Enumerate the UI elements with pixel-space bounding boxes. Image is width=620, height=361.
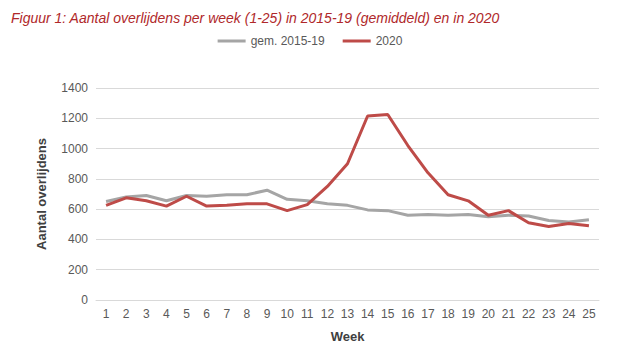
svg-text:1: 1 bbox=[103, 307, 110, 321]
svg-text:21: 21 bbox=[502, 307, 516, 321]
svg-text:600: 600 bbox=[68, 202, 88, 216]
svg-text:Figuur 1: Aantal overlijdens p: Figuur 1: Aantal overlijdens per week (1… bbox=[11, 10, 499, 26]
svg-text:gem. 2015-19: gem. 2015-19 bbox=[251, 34, 325, 48]
svg-text:14: 14 bbox=[361, 307, 375, 321]
svg-text:23: 23 bbox=[542, 307, 556, 321]
svg-text:400: 400 bbox=[68, 232, 88, 246]
svg-text:17: 17 bbox=[421, 307, 435, 321]
svg-text:Aantal overlijdens: Aantal overlijdens bbox=[34, 138, 49, 250]
svg-text:2: 2 bbox=[123, 307, 130, 321]
svg-text:3: 3 bbox=[143, 307, 150, 321]
svg-text:11: 11 bbox=[301, 307, 314, 321]
svg-text:Week: Week bbox=[331, 329, 365, 344]
svg-text:13: 13 bbox=[341, 307, 355, 321]
svg-text:24: 24 bbox=[562, 307, 576, 321]
svg-text:1400: 1400 bbox=[61, 81, 88, 95]
svg-text:5: 5 bbox=[183, 307, 190, 321]
svg-text:20: 20 bbox=[482, 307, 496, 321]
svg-text:8: 8 bbox=[244, 307, 251, 321]
svg-text:18: 18 bbox=[441, 307, 455, 321]
svg-text:0: 0 bbox=[81, 293, 88, 307]
svg-text:16: 16 bbox=[401, 307, 415, 321]
svg-text:12: 12 bbox=[321, 307, 335, 321]
svg-text:9: 9 bbox=[264, 307, 271, 321]
svg-text:10: 10 bbox=[280, 307, 294, 321]
svg-text:6: 6 bbox=[203, 307, 210, 321]
svg-text:19: 19 bbox=[462, 307, 476, 321]
svg-text:800: 800 bbox=[68, 172, 88, 186]
svg-text:15: 15 bbox=[381, 307, 395, 321]
svg-text:4: 4 bbox=[163, 307, 170, 321]
svg-text:2020: 2020 bbox=[376, 34, 403, 48]
svg-text:1200: 1200 bbox=[61, 111, 88, 125]
svg-text:25: 25 bbox=[582, 307, 596, 321]
svg-text:22: 22 bbox=[522, 307, 536, 321]
svg-text:200: 200 bbox=[68, 263, 88, 277]
svg-text:1000: 1000 bbox=[61, 142, 88, 156]
svg-text:7: 7 bbox=[223, 307, 230, 321]
